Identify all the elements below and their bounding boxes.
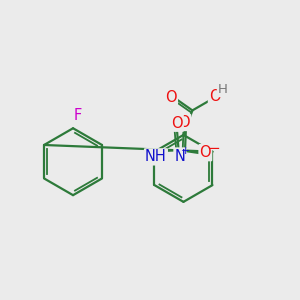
Text: NH: NH [145, 149, 167, 164]
Text: N: N [175, 148, 185, 164]
Text: O: O [171, 116, 183, 131]
Text: O: O [165, 90, 177, 105]
Text: O: O [209, 89, 220, 104]
Text: O: O [200, 145, 211, 160]
Text: +: + [181, 146, 190, 156]
Text: H: H [218, 83, 228, 96]
Text: −: − [208, 141, 220, 156]
Text: O: O [178, 115, 190, 130]
Text: F: F [74, 108, 82, 123]
